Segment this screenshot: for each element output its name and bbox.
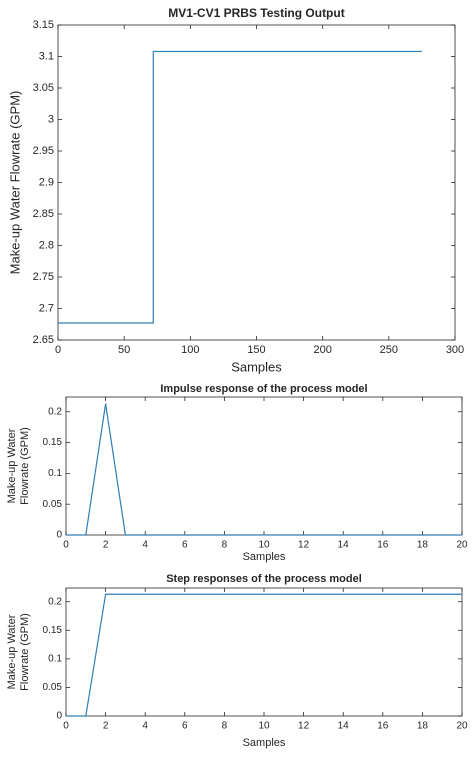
x-tick-label: 8 [222,540,228,551]
chart-title: Impulse response of the process model [160,383,367,395]
x-tick-label: 8 [222,721,228,732]
x-tick-label: 150 [247,344,265,356]
y-tick-label: 0.2 [48,406,62,417]
x-tick-label: 20 [456,721,468,732]
y-axis-label: Make-up Water Flowrate (GPM) [7,91,22,275]
x-tick-label: 2 [103,540,109,551]
x-tick-label: 18 [417,721,429,732]
x-tick-label: 100 [181,344,199,356]
x-tick-label: 50 [118,344,130,356]
y-tick-label: 0.1 [48,653,62,664]
data-line [66,593,462,717]
x-tick-label: 12 [298,721,310,732]
y-tick-label: 2.85 [33,208,54,220]
x-tick-label: 12 [298,540,310,551]
y-tick-label: 3.15 [33,19,54,31]
x-tick-label: 0 [63,721,69,732]
y-axis-label: Make-up Water [6,428,18,503]
x-tick-label: 16 [377,721,389,732]
y-tick-label: 2.95 [33,145,54,157]
x-tick-label: 4 [142,721,148,732]
x-axis-label: Samples [231,359,282,374]
y-tick-label: 2.65 [33,334,54,346]
y-tick-label: 0.15 [43,625,63,636]
y-axis-label: Flowrate (GPM) [19,427,31,505]
y-axis-label: Make-up Water [6,614,18,689]
x-axis-label: Samples [243,551,286,563]
data-line [58,50,422,324]
x-tick-label: 14 [338,721,350,732]
x-tick-label: 300 [446,344,464,356]
y-tick-label: 3.05 [33,82,54,94]
x-tick-label: 14 [338,540,350,551]
x-tick-label: 200 [313,344,331,356]
y-tick-label: 0.05 [43,499,63,510]
x-tick-label: 10 [258,721,270,732]
x-tick-label: 2 [103,721,109,732]
x-tick-label: 10 [258,540,270,551]
plot-area [65,587,463,717]
y-tick-label: 0 [56,530,62,541]
y-tick-label: 2.8 [39,239,54,251]
y-axis-label: Flowrate (GPM) [19,613,31,691]
y-tick-label: 0.1 [48,468,62,479]
x-tick-label: 6 [182,540,188,551]
x-tick-label: 16 [377,540,389,551]
x-tick-label: 20 [456,540,468,551]
y-tick-label: 2.9 [39,176,54,188]
x-tick-label: 4 [142,540,148,551]
plot-area [65,396,463,536]
y-tick-label: 2.75 [33,271,54,283]
y-tick-label: 2.7 [39,302,54,314]
data-line [66,403,462,536]
x-tick-label: 0 [55,344,61,356]
x-tick-label: 18 [417,540,429,551]
x-tick-label: 250 [380,344,398,356]
y-tick-label: 0.05 [43,682,63,693]
x-tick-label: 6 [182,721,188,732]
plot-area [57,24,456,341]
y-tick-label: 3 [48,113,54,125]
y-tick-label: 0 [56,711,62,722]
y-tick-label: 0.15 [43,437,63,448]
chart-title: MV1-CV1 PRBS Testing Output [168,6,344,20]
x-tick-label: 0 [63,540,69,551]
x-axis-label: Samples [243,737,286,749]
y-tick-label: 0.2 [48,596,62,607]
y-tick-label: 3.1 [39,50,54,62]
chart-title: Step responses of the process model [166,573,362,585]
